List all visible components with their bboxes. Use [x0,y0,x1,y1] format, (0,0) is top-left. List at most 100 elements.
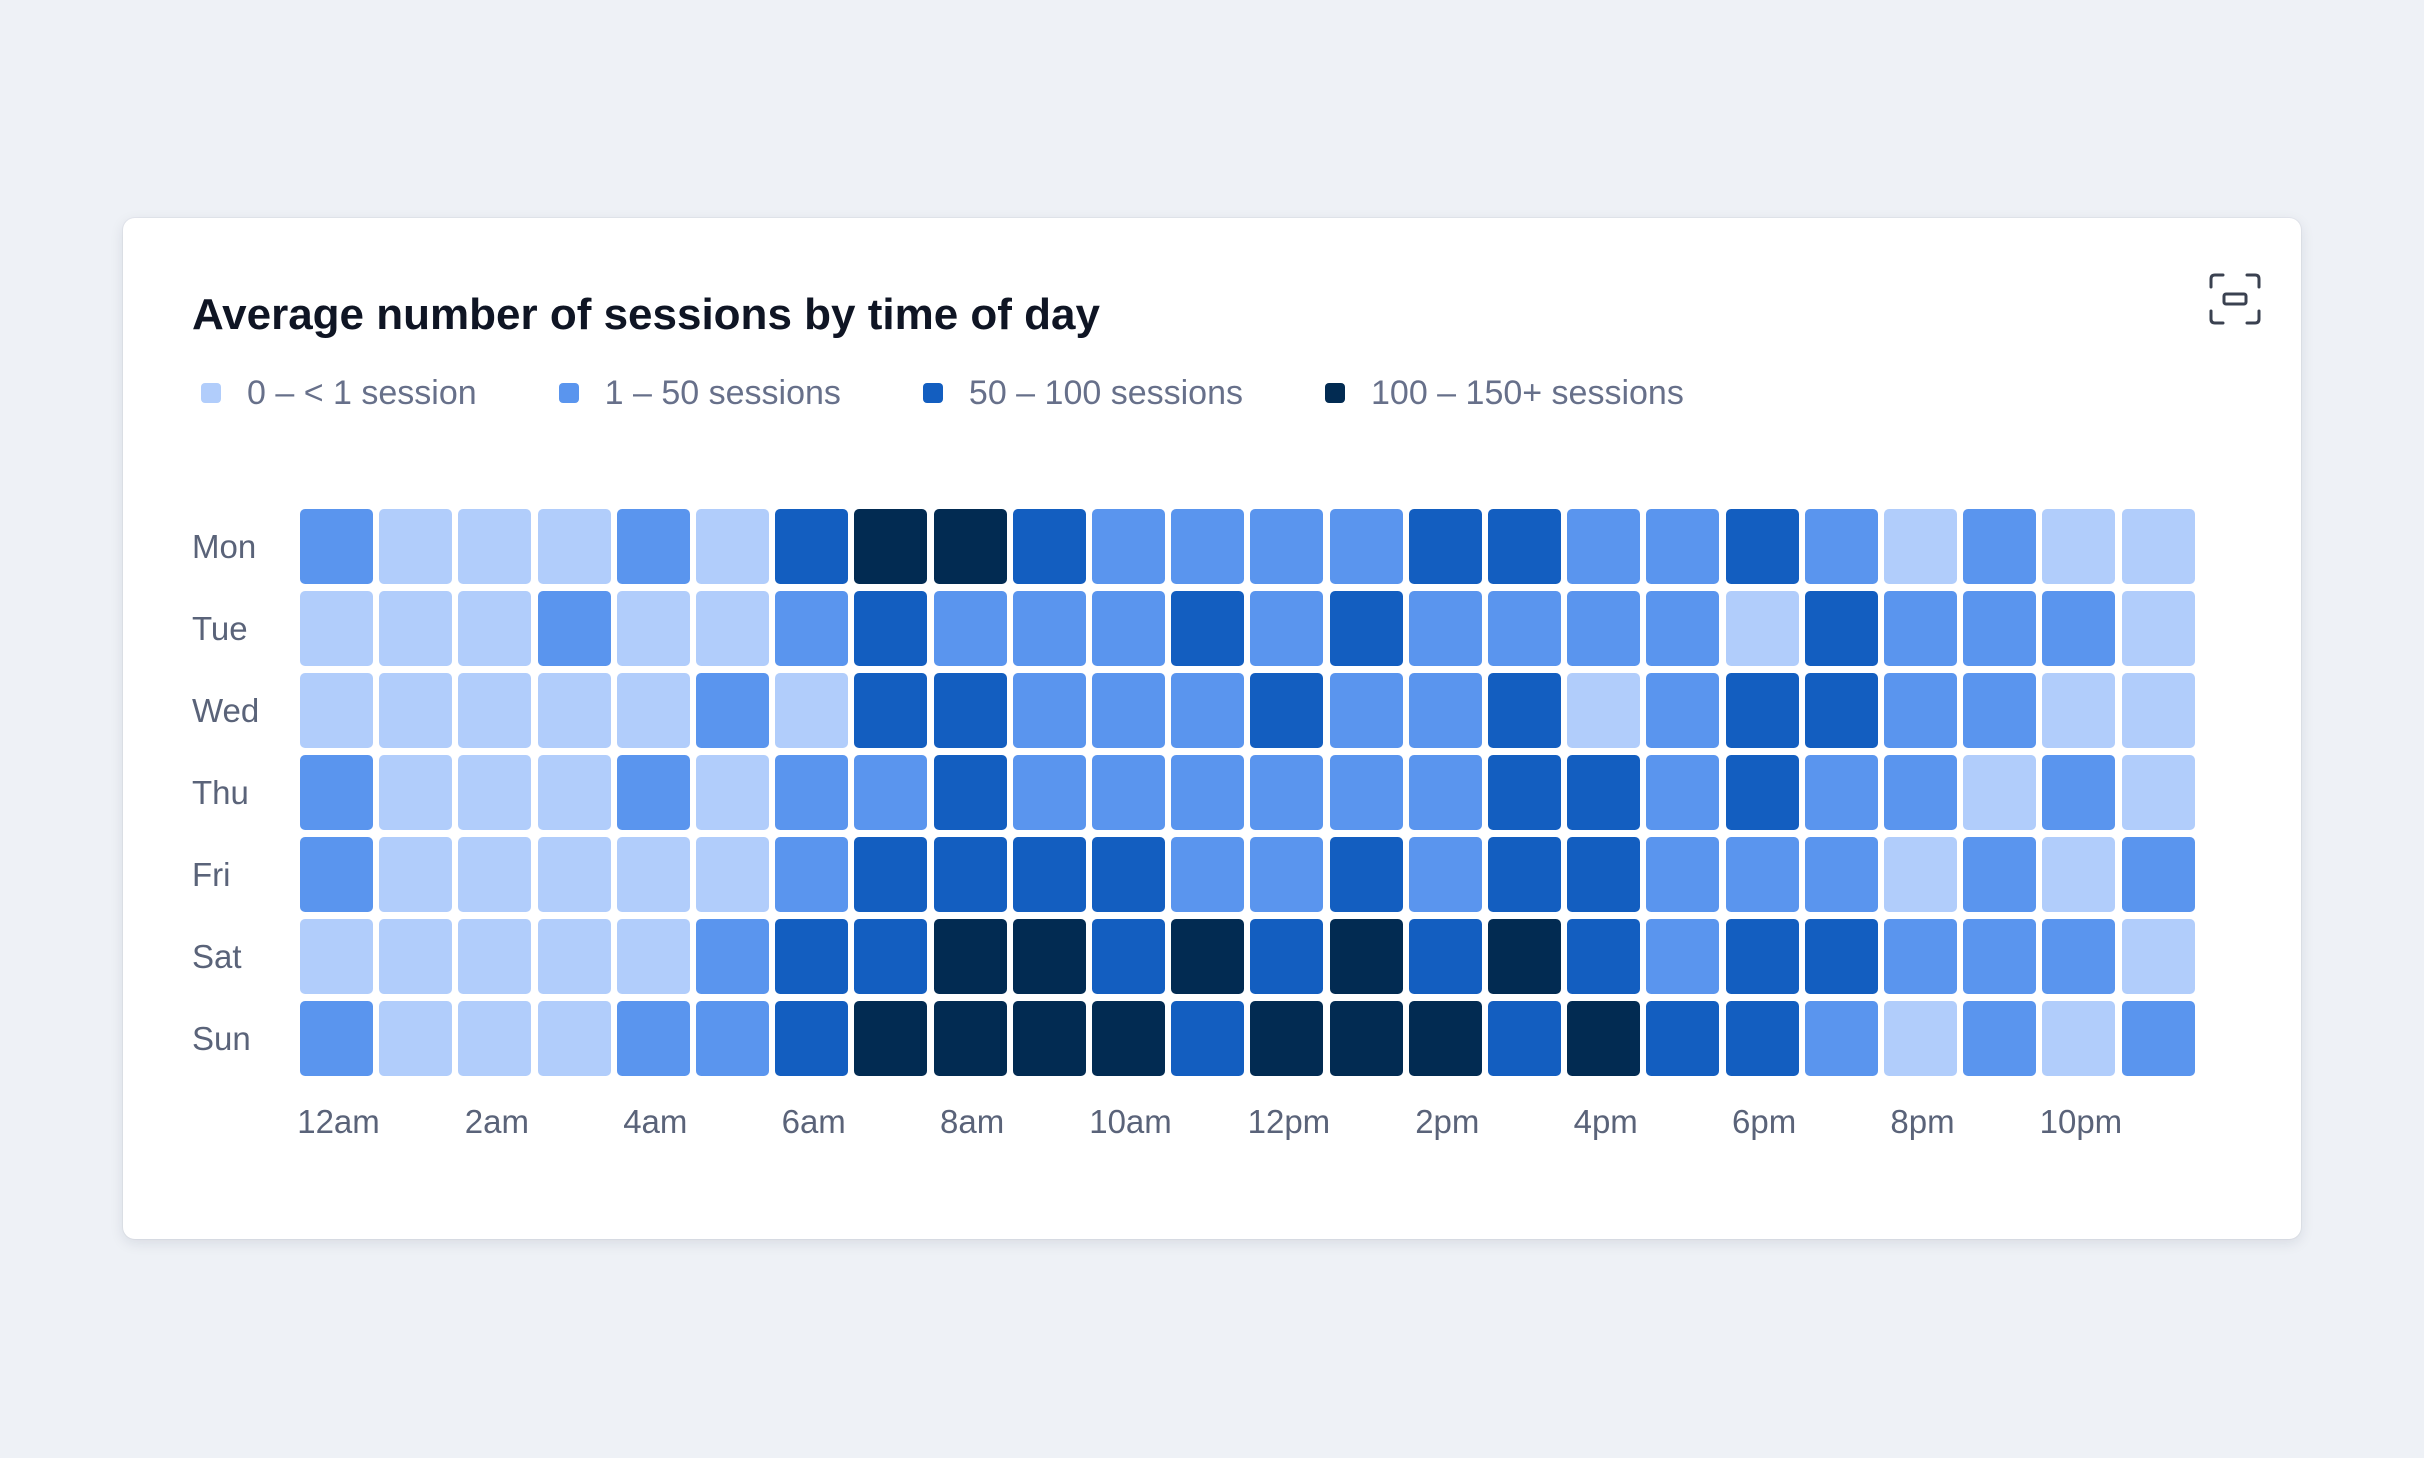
hour-label: 10pm [2039,1103,2123,1140]
heatmap-cell [1725,673,1799,748]
heatmap-cell [458,509,532,584]
hour-label: 6am [781,1103,846,1140]
heatmap-cell [1250,837,1324,912]
heatmap-cell [1408,509,1482,584]
heatmap-cell [696,1001,769,1076]
heatmap-cell [1725,1001,1799,1076]
hour-label: 6pm [1731,1103,1797,1140]
heatmap-cell [1408,837,1482,912]
heatmap-cell [379,509,453,584]
heatmap-cell [933,837,1007,912]
heatmap-cell [537,1001,611,1076]
heatmap-cell [1884,1001,1957,1076]
day-label: Fri [192,855,231,893]
heatmap-cell [1092,591,1165,666]
heatmap-cell [1092,919,1165,994]
heatmap-cell [854,837,928,912]
heatmap-cell [1329,673,1403,748]
legend-item: 50 – 100 sessions [922,373,1243,413]
heatmap-cell [458,591,532,666]
expand-icon[interactable] [2198,262,2272,336]
heatmap-cell [1567,509,1641,584]
heatmap-cell [1250,591,1324,666]
heatmap-cell [1488,837,1561,912]
heatmap-cell [379,1001,453,1076]
heatmap-cell [1963,837,2037,912]
heatmap-cell [1329,837,1403,912]
heatmap-cell [854,591,928,666]
heatmap-cell [1488,509,1561,584]
legend-label: 100 – 150+ sessions [1371,373,1684,412]
heatmap-cell [1646,591,1720,666]
day-label: Thu [192,773,249,811]
heatmap-cell [1092,1001,1165,1076]
heatmap-cell [1250,919,1324,994]
heatmap-cell [1171,837,1245,912]
legend-label: 50 – 100 sessions [968,373,1243,412]
heatmap-cell [2121,509,2195,584]
hour-label: 4pm [1573,1103,1638,1140]
heatmap-cell [1012,591,1086,666]
heatmap-cell [1725,755,1799,830]
heatmap-cell [1329,509,1403,584]
heatmap-cell [775,919,849,994]
heatmap-cell [2121,919,2195,994]
heatmap-cell [696,673,769,748]
heatmap-cell [1963,755,2037,830]
heatmap-cell [458,1001,532,1076]
heatmap-cell [1567,837,1641,912]
heatmap-cell [1408,919,1482,994]
heatmap-cell [379,837,453,912]
heatmap-cell [1963,591,2037,666]
heatmap-cell [1329,591,1403,666]
heatmap-cell [1250,755,1324,830]
legend-label: 1 – 50 sessions [604,373,841,412]
heatmap-cell [2042,509,2116,584]
chart-title: Average number of sessions by time of da… [192,290,1100,339]
heatmap-cell [1884,673,1957,748]
heatmap-cell [775,755,849,830]
heatmap-cell [1171,509,1245,584]
heatmap-cell [933,591,1007,666]
heatmap-cell [616,1001,690,1076]
heatmap-cell [933,1001,1007,1076]
heatmap-cell [1804,1001,1878,1076]
heatmap-cell [1092,837,1165,912]
day-label: Tue [192,609,248,647]
heatmap-cell [2121,591,2195,666]
heatmap-cell [1646,919,1720,994]
heatmap-cell [458,919,532,994]
heatmap-cell [300,919,373,994]
hour-label: 12am [297,1103,380,1140]
heatmap-cell [1804,673,1878,748]
heatmap-cell [1804,919,1878,994]
heatmap-cell [696,919,769,994]
heatmap-cell [1884,591,1957,666]
heatmap-cell [1488,673,1561,748]
heatmap-cell [2121,1001,2195,1076]
heatmap-cell [2042,591,2116,666]
heatmap-cell [854,673,928,748]
heatmap-cell [1963,919,2037,994]
heatmap-cell [1012,919,1086,994]
heatmap-cell [1646,837,1720,912]
heatmap-cell [616,673,690,748]
heatmap-cell [1092,509,1165,584]
heatmap-cell [537,673,611,748]
heatmap-cell [379,673,453,748]
heatmap-cell [537,509,611,584]
day-label: Mon [192,527,257,565]
heatmap-cell [537,755,611,830]
heatmap-cell [1408,673,1482,748]
heatmap-cell [2042,673,2116,748]
legend-item: 1 – 50 sessions [558,373,841,413]
heatmap-cell [458,755,532,830]
heatmap-cell [379,755,453,830]
chart-legend: 0 – < 1 session 1 – 50 sessions 50 – 100 s… [201,368,1766,418]
heatmap-cell [933,509,1007,584]
heatmap-cell [775,1001,849,1076]
heatmap-cell [775,837,849,912]
heatmap-cell [1092,673,1165,748]
heatmap-cell [1250,1001,1324,1076]
day-label: Sun [192,1019,251,1057]
